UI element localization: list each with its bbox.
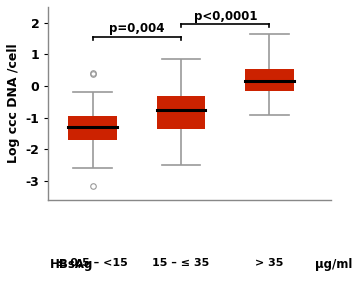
Text: μg/ml: μg/ml [315, 258, 353, 271]
Text: 15 – ≤ 35: 15 – ≤ 35 [152, 258, 210, 268]
Text: > 35: > 35 [255, 258, 284, 268]
FancyBboxPatch shape [157, 96, 205, 129]
Text: HBsAg: HBsAg [50, 258, 94, 271]
FancyBboxPatch shape [68, 116, 117, 140]
FancyBboxPatch shape [245, 69, 294, 91]
Text: ≤ 0,5 – <15: ≤ 0,5 – <15 [57, 258, 128, 268]
Text: p=0,004: p=0,004 [109, 22, 165, 35]
Y-axis label: Log ccc DNA /cell: Log ccc DNA /cell [7, 44, 20, 163]
Text: p<0,0001: p<0,0001 [194, 10, 257, 23]
